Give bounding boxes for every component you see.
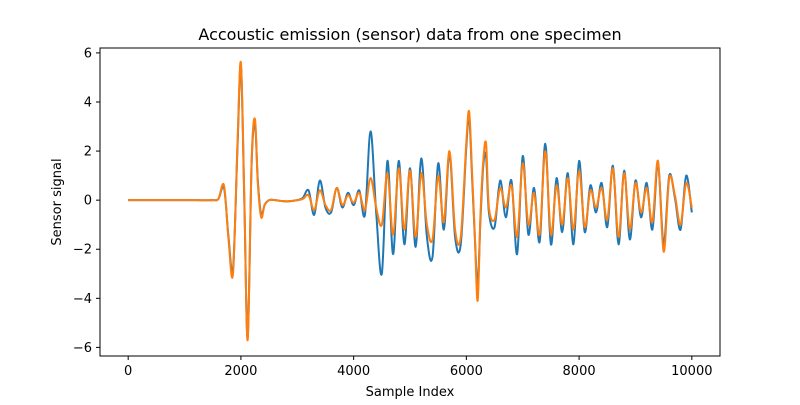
x-axis-label: Sample Index [366, 385, 455, 400]
y-tick-label: 6 [84, 46, 92, 61]
plot-frame [99, 47, 721, 357]
x-tick-label: 10000 [671, 364, 712, 379]
x-tick-label: 6000 [450, 364, 483, 379]
chart-title: Accoustic emission (sensor) data from on… [198, 25, 621, 44]
y-axis-ticks: −6 −4 −2 0 2 4 6 [73, 46, 100, 356]
plot-background [100, 48, 720, 356]
x-tick-label: 0 [124, 364, 132, 379]
y-tick-label: 2 [84, 145, 92, 160]
series-line-2 [128, 60, 693, 342]
series-lines [128, 60, 693, 342]
y-tick-label: −4 [73, 292, 92, 307]
y-tick-label: 0 [84, 194, 92, 209]
y-tick-label: −6 [73, 341, 92, 356]
y-axis-label: Sensor signal [50, 158, 65, 245]
x-axis-ticks: 0 2000 4000 6000 8000 10000 [124, 356, 712, 379]
x-tick-label: 2000 [224, 364, 257, 379]
x-tick-label: 8000 [563, 364, 596, 379]
y-tick-label: 4 [84, 95, 92, 110]
x-tick-label: 4000 [337, 364, 370, 379]
y-tick-label: −2 [73, 243, 92, 258]
